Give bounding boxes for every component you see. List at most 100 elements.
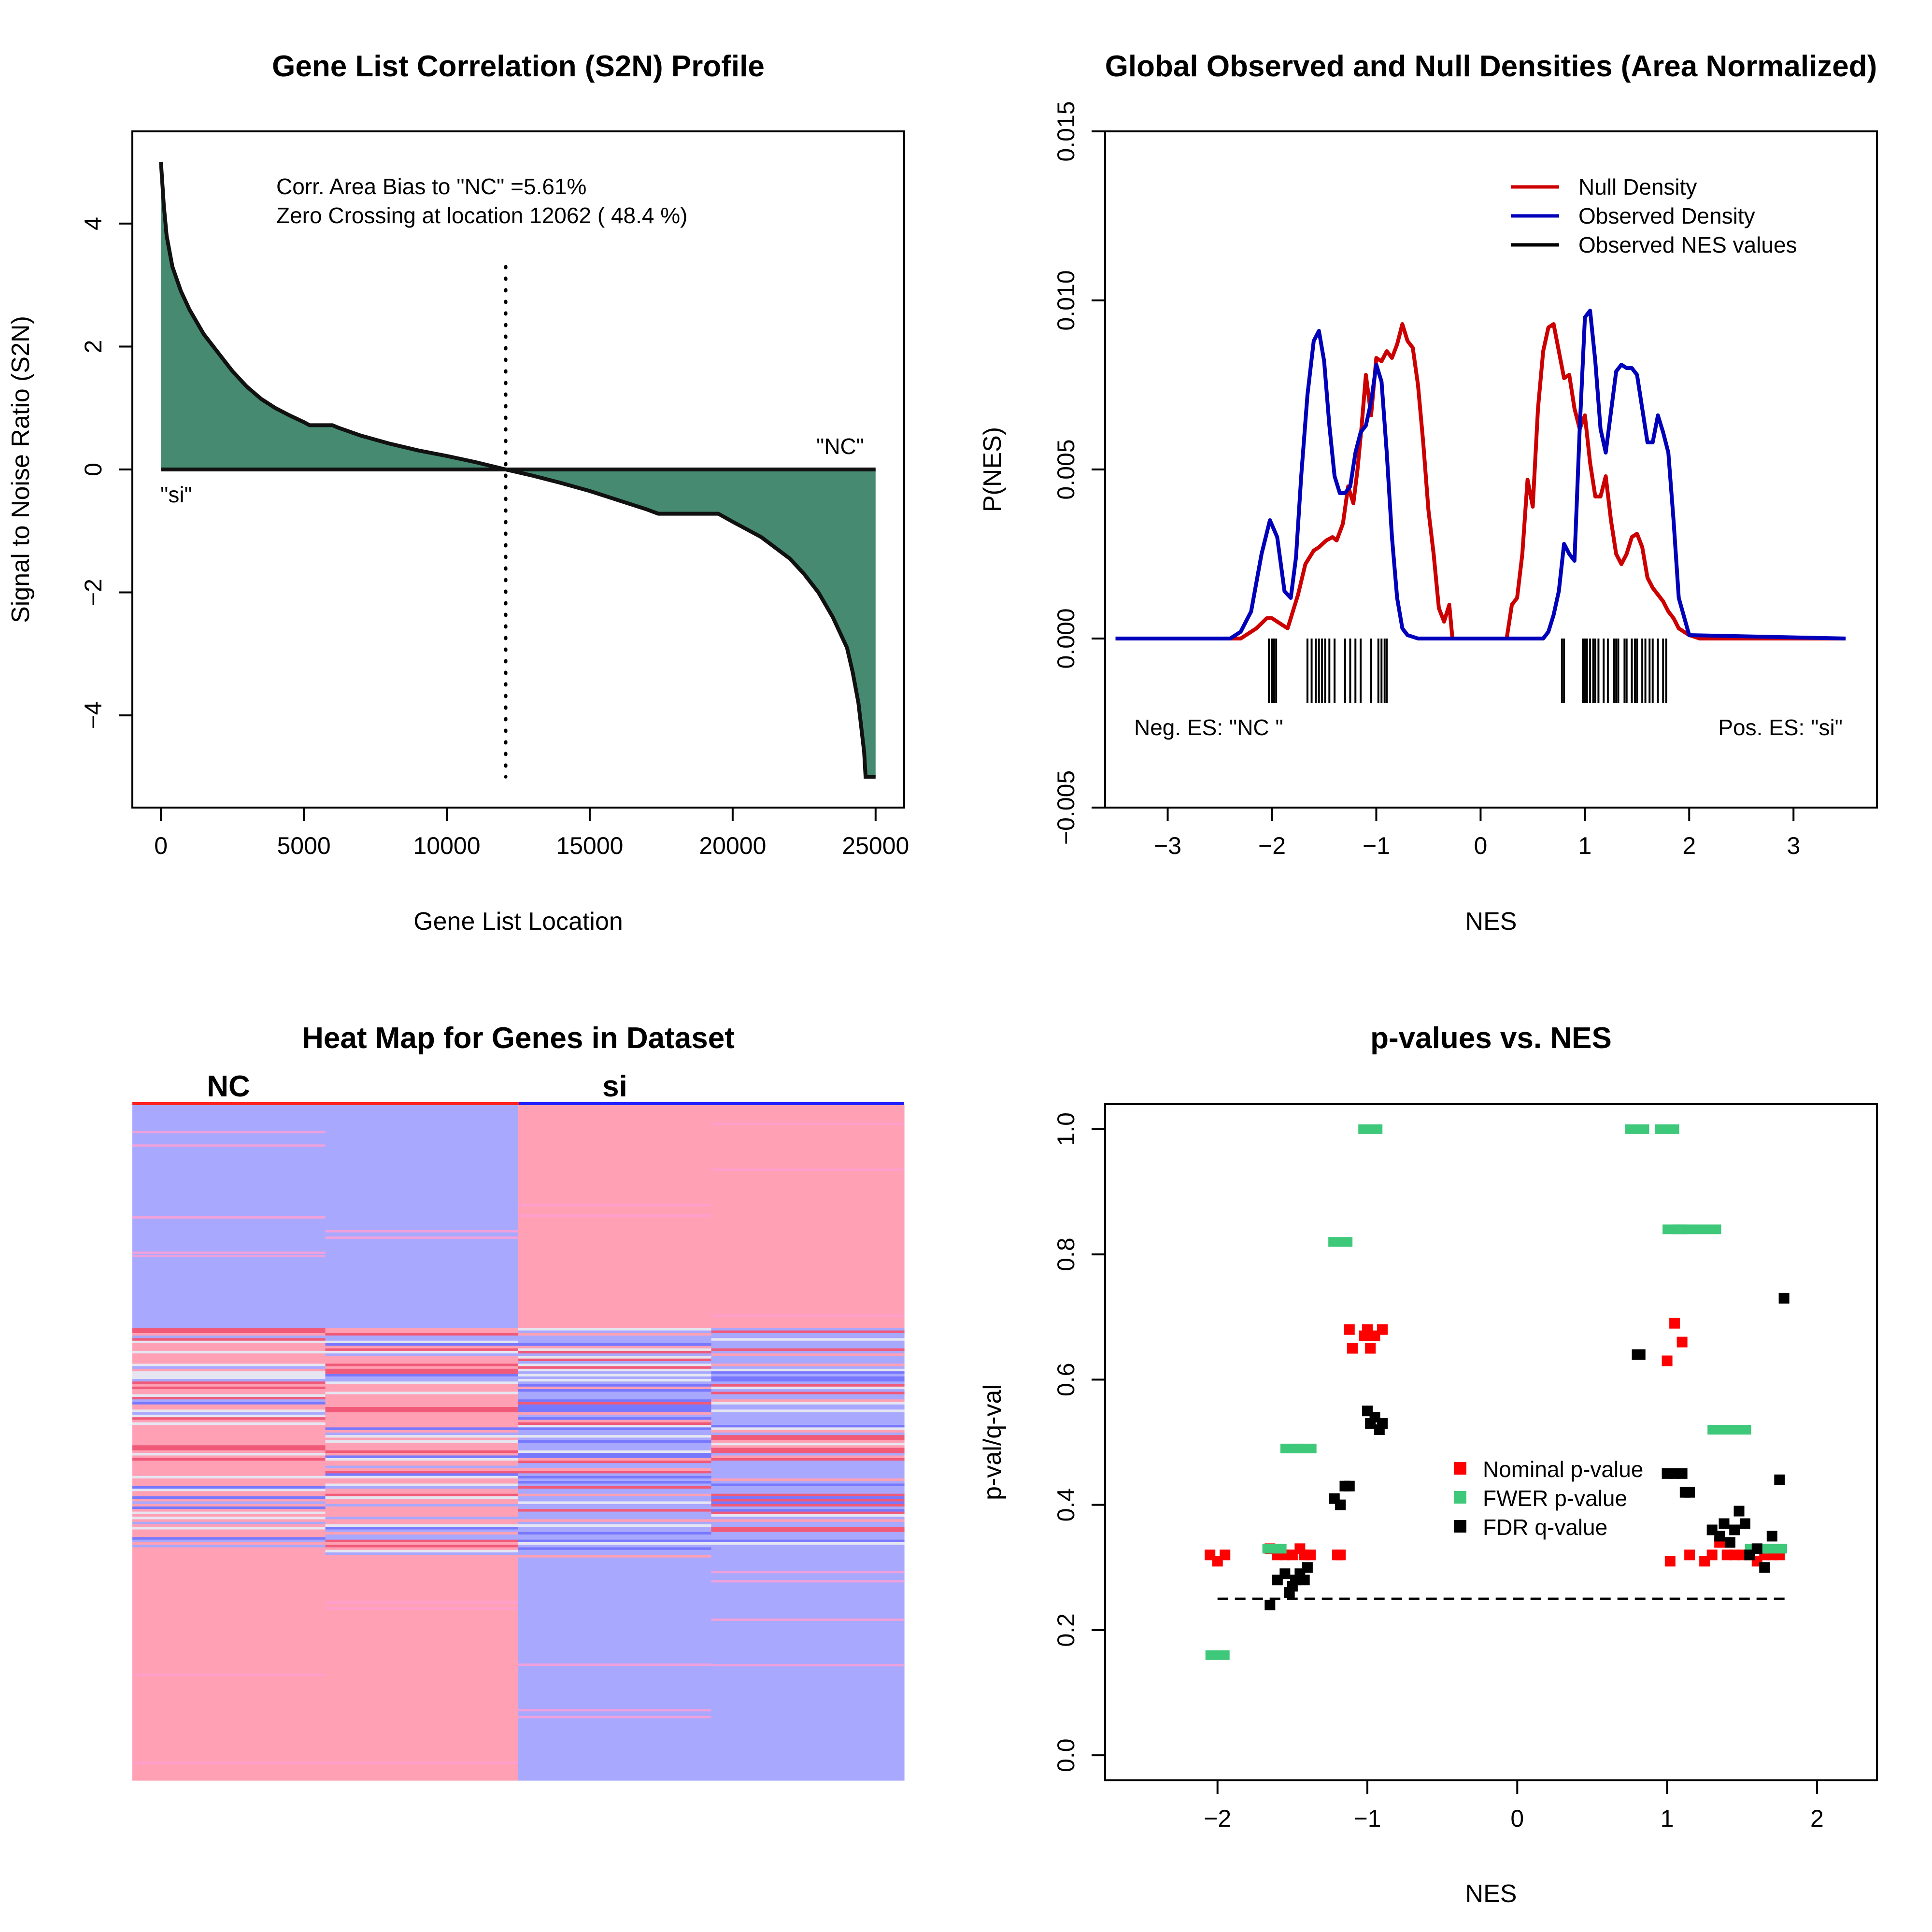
heatmap-cell — [518, 1458, 712, 1461]
heatmap-cell — [518, 1465, 712, 1469]
nes-densities-frame — [1104, 130, 1878, 809]
heatmap-cell — [711, 1496, 905, 1499]
nominal-p-point — [1684, 1549, 1695, 1561]
heatmap-cell — [518, 1353, 712, 1357]
heatmap-cell — [711, 1435, 905, 1438]
heatmap-cell — [518, 1509, 712, 1512]
heatmap-cell — [325, 1506, 519, 1509]
heatmap-cell — [325, 1493, 519, 1497]
heatmap-cell — [518, 1350, 712, 1354]
fdr-q-point — [1774, 1474, 1785, 1485]
pval-y-tick-label: 0.2 — [1052, 1613, 1080, 1647]
heatmap-cell — [325, 1399, 519, 1403]
heatmap-cell — [325, 1532, 519, 1535]
heatmap-cell — [325, 1353, 519, 1357]
heatmap-row-stripe — [518, 1709, 711, 1712]
heatmap-cell — [518, 1396, 712, 1400]
heatmap-cell — [132, 1458, 326, 1461]
heatmap-cell — [711, 1389, 905, 1392]
heatmap-cell — [132, 1384, 326, 1387]
heatmap-cell — [132, 1371, 326, 1375]
heatmap-cell — [711, 1368, 905, 1372]
fdr-q-point — [1733, 1506, 1745, 1517]
fdr-q-point — [1739, 1518, 1750, 1529]
pval-legend: Nominal p-value FWER p-value FDR q-value — [1454, 1457, 1643, 1540]
heatmap-cell — [518, 1547, 712, 1550]
heatmap-cell — [325, 1404, 519, 1407]
heatmap-cell — [711, 1409, 905, 1413]
heatmap-cell — [711, 1358, 905, 1362]
pval-y-tick-label: 1.0 — [1052, 1112, 1080, 1146]
heatmap-cell — [325, 1402, 519, 1405]
heatmap-cell — [132, 1537, 326, 1540]
heatmap-cell — [518, 1460, 712, 1463]
heatmap-cell — [325, 1330, 519, 1334]
density-y-tick-label: 0.015 — [1052, 101, 1080, 161]
heatmap-cell — [711, 1450, 905, 1453]
heatmap-cell — [518, 1542, 712, 1545]
heatmap-cell — [325, 1412, 519, 1415]
heatmap-cell — [518, 1534, 712, 1538]
heatmap-cell — [518, 1358, 712, 1362]
heatmap-cell — [132, 1514, 326, 1517]
heatmap-cell — [518, 1463, 712, 1466]
heatmap-panel: Heat Map for Genes in Dataset NC si — [132, 1022, 905, 1781]
heatmap-cell — [132, 1368, 326, 1372]
heatmap-cell — [711, 1448, 905, 1451]
heatmap-cell — [711, 1511, 905, 1515]
fdr-q-point — [1264, 1600, 1276, 1611]
nominal-p-point — [1305, 1549, 1316, 1561]
heatmap-cell — [518, 1511, 712, 1515]
heatmap-cell — [711, 1501, 905, 1505]
heatmap-cell — [132, 1471, 326, 1474]
heatmap-cell — [325, 1425, 519, 1428]
heatmap-cell — [518, 1450, 712, 1453]
heatmap-cell — [518, 1506, 712, 1509]
heatmap-cell — [711, 1402, 905, 1405]
heatmap-cell — [325, 1542, 519, 1545]
heatmap-cell — [518, 1504, 712, 1507]
heatmap-cell — [518, 1524, 712, 1527]
density-y-tick-label: 0.005 — [1052, 439, 1080, 499]
heatmap-cell — [518, 1453, 712, 1456]
heatmap-cell — [518, 1514, 712, 1517]
heatmap-cell — [518, 1371, 712, 1375]
heatmap-row-stripe — [518, 1214, 711, 1217]
heatmap-cell — [711, 1407, 905, 1410]
nes-densities-plot-area: −3 −2 −1 0 1 2 3 −0.005 0.000 0.005 0.010 0.015 — [1052, 101, 1846, 859]
heatmap-cell — [518, 1343, 712, 1346]
heatmap-cell — [325, 1519, 519, 1522]
heatmap-cell — [711, 1376, 905, 1379]
heatmap-cell — [711, 1422, 905, 1425]
heatmap-cell — [132, 1511, 326, 1515]
heatmap-cell — [711, 1552, 905, 1555]
heatmap-cell — [132, 1330, 326, 1334]
heatmap-si-class-bar — [519, 1102, 904, 1105]
heatmap-cell — [325, 1389, 519, 1392]
heatmap-cell — [711, 1529, 905, 1533]
heatmap-cell — [711, 1478, 905, 1481]
s2n-profile-x-axis-label: Gene List Location — [413, 908, 623, 936]
heatmap-cell — [132, 1417, 326, 1421]
heatmap-cell — [132, 1519, 326, 1522]
nes-x-tick-label: −2 — [1258, 832, 1286, 859]
heatmap-cell — [325, 1378, 519, 1382]
heatmap-cell — [518, 1555, 712, 1558]
heatmap-cell — [518, 1496, 712, 1499]
heatmap-cell — [132, 1422, 326, 1425]
heatmap-cell — [518, 1448, 712, 1451]
density-y-tick-label: 0.000 — [1052, 608, 1080, 668]
heatmap-cell — [132, 1396, 326, 1400]
heatmap-cell — [711, 1394, 905, 1397]
heatmap-cell — [711, 1493, 905, 1497]
heatmap-cell — [518, 1529, 712, 1533]
heatmap-cell — [325, 1417, 519, 1421]
heatmap-cell — [711, 1356, 905, 1359]
heatmap-class-label-nc: NC — [207, 1070, 250, 1103]
pval-vs-nes-frame — [1104, 1103, 1878, 1781]
heatmap-cell — [132, 1486, 326, 1489]
heatmap-cell — [325, 1348, 519, 1351]
heatmap-cell — [132, 1443, 326, 1446]
heatmap-cell — [132, 1407, 326, 1410]
heatmap-nc-class-bar — [132, 1102, 519, 1105]
